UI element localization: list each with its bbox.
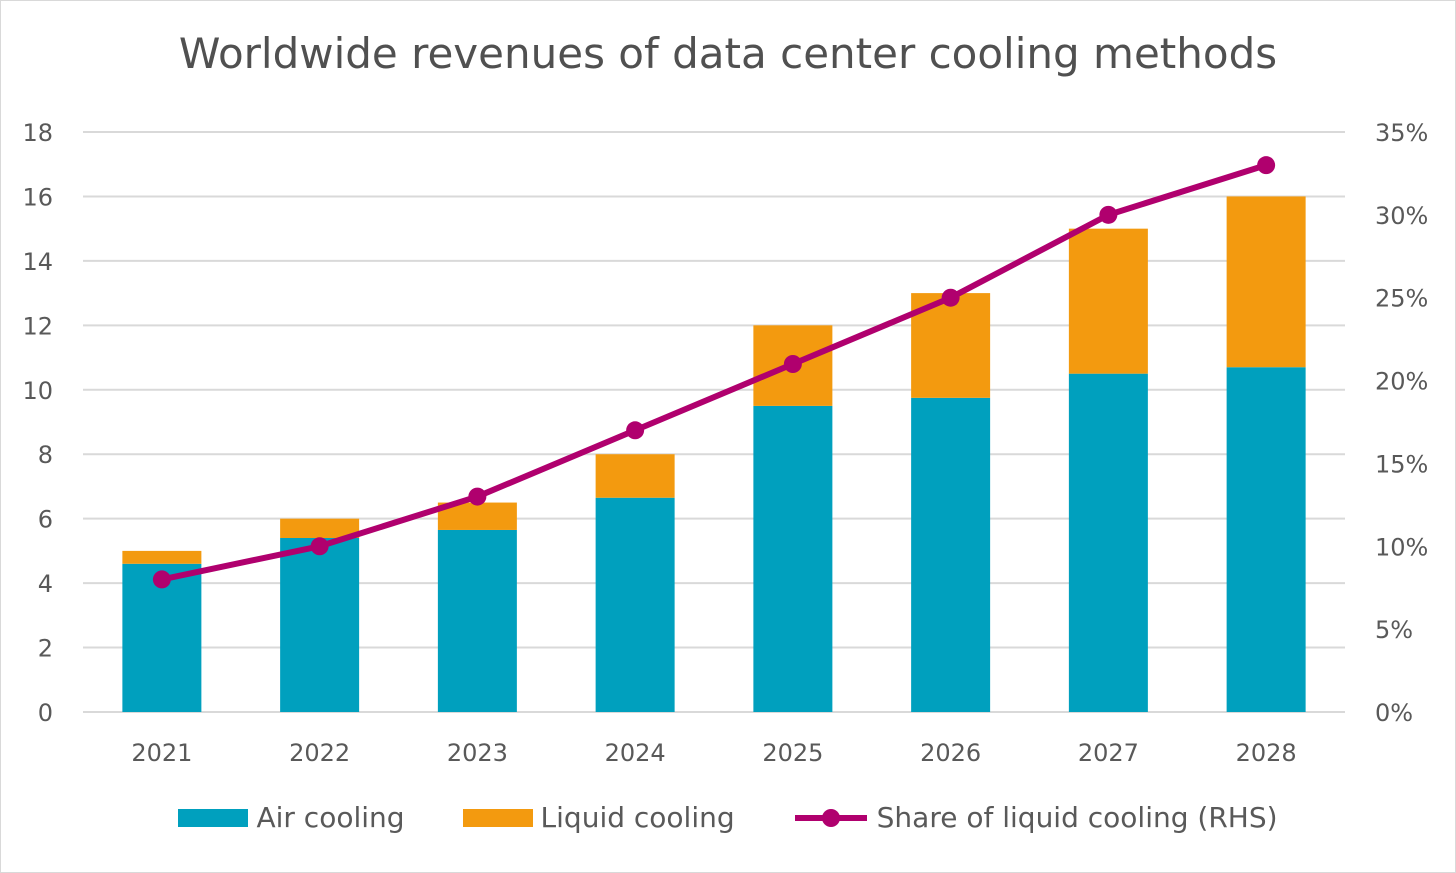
x-tick-label: 2026 [920, 739, 981, 767]
chart-title: Worldwide revenues of data center coolin… [178, 29, 1278, 78]
legend-item-air: Air cooling [178, 801, 405, 834]
legend-swatch-liquid [462, 808, 533, 827]
y-tick-label: 4 [38, 570, 53, 598]
share-point [1099, 205, 1118, 224]
y2-tick-label: 10% [1375, 533, 1428, 561]
share-point [468, 487, 487, 506]
x-tick-label: 2021 [131, 739, 192, 767]
legend-label-air: Air cooling [256, 801, 405, 834]
y2-tick-label: 5% [1375, 616, 1413, 644]
bar-liquid-cooling [1068, 228, 1148, 374]
share-point [783, 355, 802, 373]
legend: Air cooling Liquid cooling Share of liqu… [1, 801, 1455, 834]
legend-swatch-air [178, 808, 249, 827]
y-tick-label: 16 [22, 183, 53, 211]
y-axis-right: 0% 5% 10% 15% 20% 25% 30% 35% [1375, 119, 1428, 727]
bar-liquid-cooling [1226, 196, 1306, 368]
legend-label-share: Share of liquid cooling (RHS) [876, 801, 1278, 834]
y2-tick-label: 35% [1375, 119, 1428, 147]
share-point [152, 570, 171, 589]
y2-tick-label: 30% [1375, 202, 1428, 230]
legend-item-liquid: Liquid cooling [462, 801, 735, 834]
bar-air-cooling [1226, 367, 1306, 712]
y-tick-label: 8 [38, 441, 53, 469]
bar-air-cooling [1068, 373, 1148, 712]
gridlines [83, 131, 1345, 713]
x-axis: 2021 2022 2023 2024 2025 2026 2027 2028 [131, 739, 1296, 767]
share-line-path [161, 162, 1268, 583]
y2-tick-label: 0% [1375, 699, 1413, 727]
bar-air-cooling [911, 397, 991, 712]
share-point [626, 421, 645, 440]
bar-air-cooling [122, 563, 202, 712]
y-axis-left: 0 2 4 6 8 10 12 14 16 18 [22, 119, 53, 727]
y-tick-label: 12 [22, 312, 53, 340]
x-tick-label: 2024 [605, 739, 666, 767]
bar-air-cooling [437, 529, 517, 712]
x-tick-label: 2028 [1236, 739, 1297, 767]
share-point [941, 288, 960, 307]
y2-tick-label: 15% [1375, 450, 1428, 478]
x-tick-label: 2023 [447, 739, 508, 767]
x-tick-label: 2027 [1078, 739, 1139, 767]
bar-liquid-cooling [280, 518, 360, 538]
y-tick-label: 0 [38, 699, 53, 727]
legend-label-liquid: Liquid cooling [540, 801, 735, 834]
y2-tick-label: 20% [1375, 368, 1428, 396]
y-tick-label: 6 [38, 506, 53, 534]
bar-air-cooling [280, 538, 360, 712]
bar-air-cooling [753, 405, 833, 712]
legend-swatch-share [794, 808, 867, 827]
y-tick-label: 10 [22, 377, 53, 405]
legend-item-share: Share of liquid cooling (RHS) [793, 801, 1278, 834]
y-tick-label: 2 [38, 635, 53, 663]
x-tick-label: 2022 [289, 739, 350, 767]
share-point [310, 537, 329, 556]
share-line [152, 156, 1276, 589]
y-tick-label: 14 [22, 248, 53, 276]
x-tick-label: 2025 [762, 739, 823, 767]
bar-air-cooling [595, 497, 675, 712]
bar-liquid-cooling [595, 454, 675, 498]
bar-liquid-cooling [122, 550, 202, 564]
share-point [1257, 156, 1276, 175]
y-tick-label: 18 [22, 119, 53, 147]
y2-tick-label: 25% [1375, 285, 1428, 313]
